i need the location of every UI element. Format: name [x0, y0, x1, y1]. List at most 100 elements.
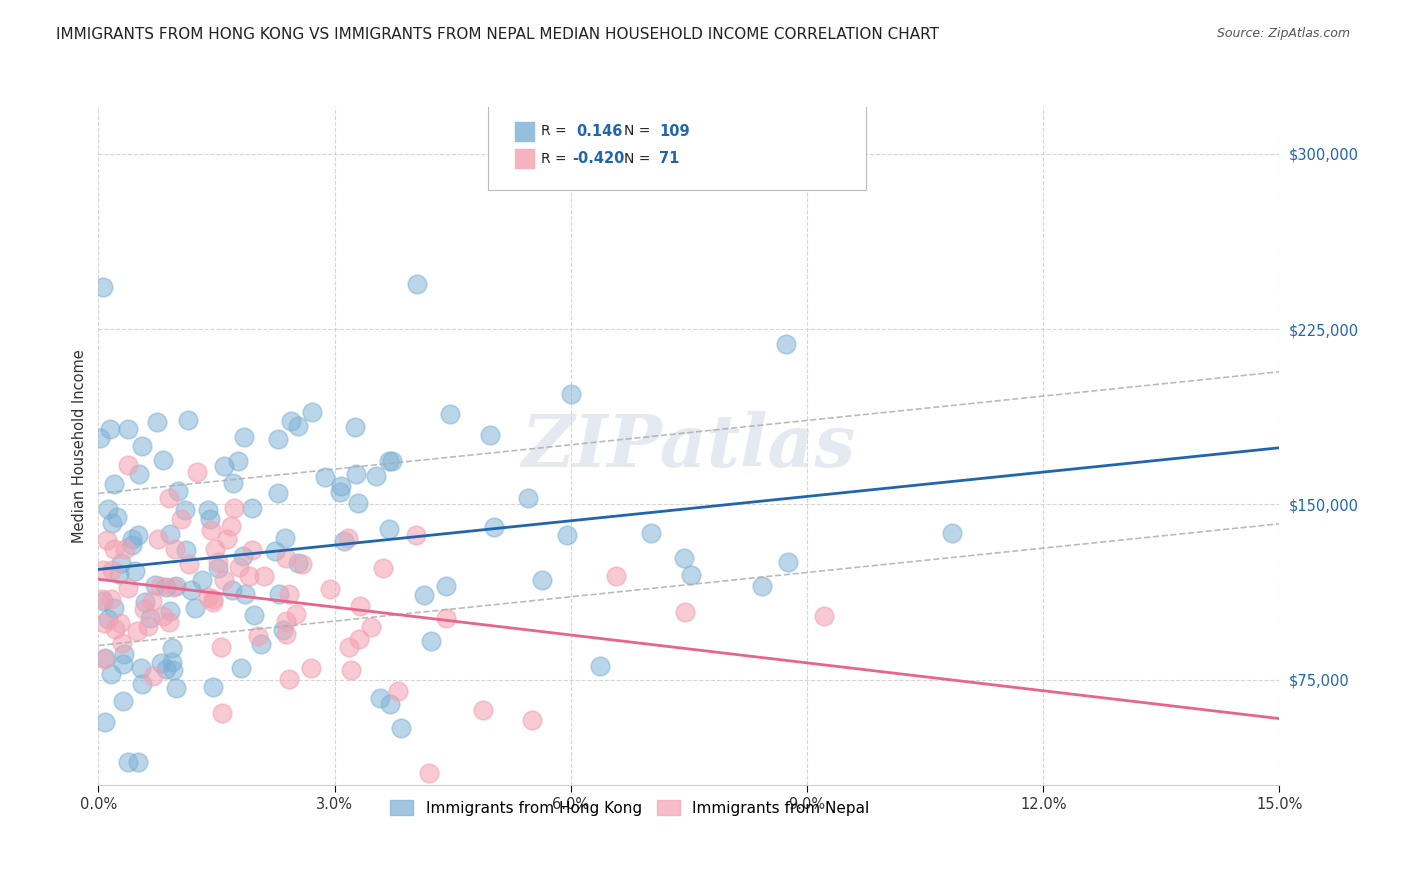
- Immigrants from Nepal: [371, 560, 394, 574]
- Immigrants from Hong Kong: [344, 467, 367, 482]
- Immigrants from Nepal: [240, 542, 263, 557]
- Immigrants from Hong Kong: [364, 469, 387, 483]
- Immigrants from Nepal: [221, 519, 243, 533]
- Immigrants from Nepal: [100, 592, 122, 607]
- Immigrants from Hong Kong: [96, 501, 118, 516]
- Immigrants from Hong Kong: [346, 495, 368, 509]
- Immigrants from Hong Kong: [530, 573, 553, 587]
- Immigrants from Nepal: [337, 531, 360, 545]
- Immigrants from Nepal: [157, 615, 180, 630]
- Immigrants from Hong Kong: [264, 543, 287, 558]
- Immigrants from Nepal: [276, 614, 298, 628]
- Immigrants from Hong Kong: [159, 526, 181, 541]
- Immigrants from Hong Kong: [640, 525, 662, 540]
- Immigrants from Hong Kong: [103, 477, 125, 491]
- Immigrants from Hong Kong: [243, 607, 266, 622]
- Immigrants from Nepal: [91, 563, 114, 577]
- Immigrants from Hong Kong: [180, 582, 202, 597]
- Legend: Immigrants from Hong Kong, Immigrants from Nepal: Immigrants from Hong Kong, Immigrants fr…: [381, 790, 879, 825]
- Immigrants from Nepal: [673, 605, 696, 619]
- Immigrants from Hong Kong: [165, 579, 187, 593]
- Immigrants from Hong Kong: [121, 538, 143, 552]
- Immigrants from Hong Kong: [198, 511, 221, 525]
- Immigrants from Nepal: [117, 458, 139, 473]
- Immigrants from Hong Kong: [110, 556, 132, 570]
- Text: Source: ZipAtlas.com: Source: ZipAtlas.com: [1216, 27, 1350, 40]
- Immigrants from Hong Kong: [197, 503, 219, 517]
- Immigrants from Hong Kong: [155, 662, 177, 676]
- Text: 71: 71: [659, 151, 679, 166]
- Immigrants from Nepal: [149, 579, 172, 593]
- Immigrants from Nepal: [162, 580, 184, 594]
- Immigrants from Hong Kong: [226, 454, 249, 468]
- Immigrants from Hong Kong: [287, 557, 309, 571]
- Immigrants from Nepal: [284, 607, 307, 622]
- Immigrants from Hong Kong: [103, 600, 125, 615]
- Immigrants from Hong Kong: [368, 690, 391, 705]
- Immigrants from Nepal: [337, 640, 360, 655]
- Text: 109: 109: [659, 124, 690, 139]
- Text: -0.420: -0.420: [572, 151, 624, 166]
- Immigrants from Hong Kong: [406, 277, 429, 291]
- Immigrants from Hong Kong: [131, 677, 153, 691]
- Immigrants from Hong Kong: [589, 659, 612, 673]
- Immigrants from Nepal: [103, 622, 125, 636]
- Immigrants from Nepal: [93, 652, 115, 666]
- Immigrants from Nepal: [117, 581, 139, 595]
- Immigrants from Hong Kong: [484, 519, 506, 533]
- Immigrants from Hong Kong: [221, 582, 243, 597]
- Immigrants from Nepal: [132, 602, 155, 616]
- Immigrants from Nepal: [247, 629, 270, 643]
- Immigrants from Nepal: [434, 611, 457, 625]
- Immigrants from Hong Kong: [377, 453, 399, 467]
- Immigrants from Hong Kong: [249, 637, 271, 651]
- Immigrants from Hong Kong: [207, 560, 229, 574]
- Immigrants from Hong Kong: [94, 651, 117, 665]
- Immigrants from Nepal: [103, 542, 125, 557]
- Immigrants from Hong Kong: [100, 667, 122, 681]
- Immigrants from Hong Kong: [478, 428, 501, 442]
- Immigrants from Hong Kong: [127, 755, 149, 769]
- Immigrants from Hong Kong: [378, 522, 401, 536]
- Immigrants from Hong Kong: [434, 579, 457, 593]
- Y-axis label: Median Household Income: Median Household Income: [72, 349, 87, 543]
- FancyBboxPatch shape: [515, 120, 536, 143]
- Immigrants from Hong Kong: [941, 525, 963, 540]
- Immigrants from Nepal: [299, 661, 322, 675]
- Immigrants from Hong Kong: [232, 549, 254, 563]
- Immigrants from Hong Kong: [751, 579, 773, 593]
- Immigrants from Hong Kong: [191, 573, 214, 587]
- Immigrants from Hong Kong: [329, 479, 352, 493]
- Immigrants from Nepal: [96, 533, 118, 547]
- Immigrants from Nepal: [472, 703, 495, 717]
- Immigrants from Hong Kong: [517, 491, 540, 505]
- Immigrants from Hong Kong: [378, 698, 401, 712]
- Immigrants from Hong Kong: [100, 516, 122, 531]
- Immigrants from Hong Kong: [162, 664, 184, 678]
- Immigrants from Hong Kong: [166, 484, 188, 499]
- Immigrants from Hong Kong: [93, 279, 115, 293]
- Text: R =: R =: [541, 152, 567, 166]
- Immigrants from Hong Kong: [152, 453, 174, 467]
- Immigrants from Nepal: [200, 523, 222, 537]
- Immigrants from Nepal: [291, 557, 314, 571]
- Immigrants from Hong Kong: [134, 595, 156, 609]
- Immigrants from Hong Kong: [233, 587, 256, 601]
- Text: N =: N =: [624, 152, 651, 166]
- Immigrants from Nepal: [212, 574, 235, 588]
- Immigrants from Nepal: [605, 569, 627, 583]
- FancyBboxPatch shape: [488, 105, 866, 190]
- Immigrants from Nepal: [179, 557, 201, 571]
- Immigrants from Hong Kong: [333, 533, 356, 548]
- Text: R =: R =: [541, 125, 567, 138]
- Immigrants from Hong Kong: [117, 422, 139, 436]
- Immigrants from Nepal: [274, 627, 297, 641]
- Immigrants from Hong Kong: [389, 721, 412, 735]
- Immigrants from Hong Kong: [155, 580, 177, 594]
- Immigrants from Nepal: [114, 542, 136, 557]
- Immigrants from Nepal: [360, 620, 382, 634]
- Immigrants from Nepal: [186, 465, 208, 479]
- Immigrants from Nepal: [204, 541, 226, 556]
- Immigrants from Hong Kong: [159, 604, 181, 618]
- Immigrants from Nepal: [101, 563, 124, 577]
